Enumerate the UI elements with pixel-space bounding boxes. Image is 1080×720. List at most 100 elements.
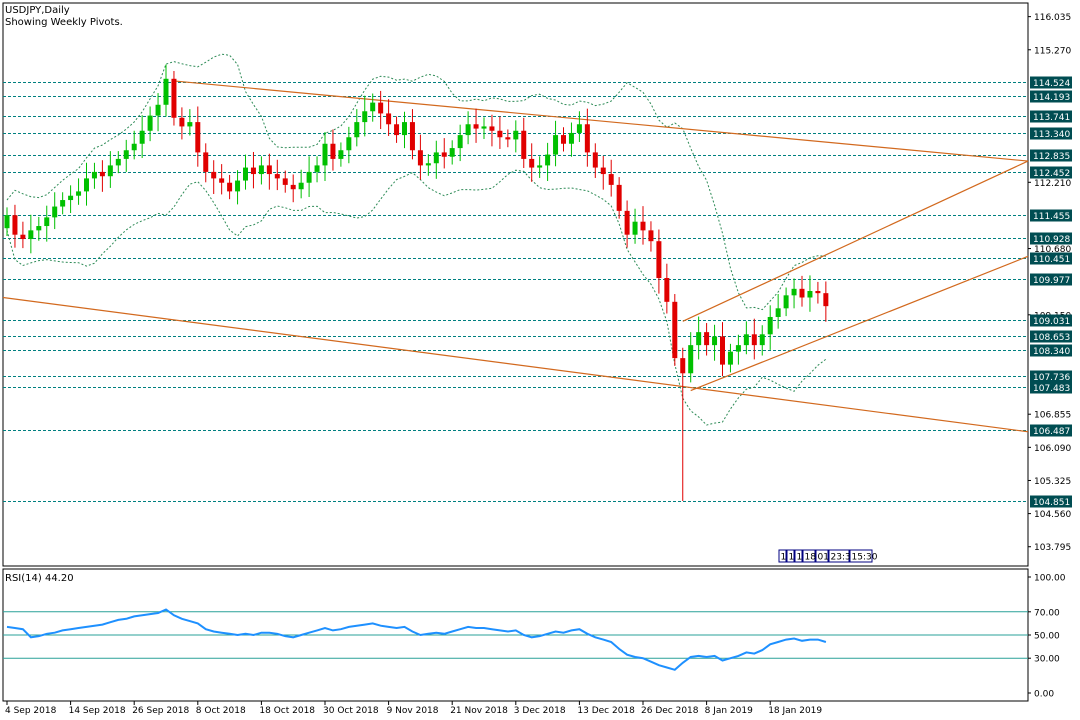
date-axis: 4 Sep 2018 14 Sep 2018 26 Sep 2018 8 Oct 20… [5,701,822,716]
pivot-label: 110.451 [1033,255,1070,265]
pivot-label: 110.928 [1033,235,1070,245]
candle-body [187,122,193,127]
candle-body [481,126,487,129]
rsi-line [3,608,1028,671]
candle-body [12,215,18,235]
chart-title: USDJPY,Daily [5,5,70,16]
candle-body [235,180,241,192]
candle-body [211,171,217,179]
candle-body [529,158,535,168]
candle-body [115,158,121,166]
rsi-series-line [6,608,827,671]
price-tick-label: 110.680 [1034,245,1071,255]
price-tick-label: 104.560 [1034,510,1071,520]
date-tick-label: 14 Sep 2018 [69,706,126,716]
pivot-label-bg [1030,273,1072,286]
pivot-lines [3,82,1028,502]
main-frame-border [2,2,1029,567]
timebox-cell [778,549,787,563]
candle-body [553,135,559,155]
price-tick-label: 106.855 [1034,411,1071,421]
candle-body [640,221,646,231]
candle-body [576,124,582,133]
candle-body [44,217,50,227]
candle-body [91,171,97,179]
candle-body [409,122,415,151]
timebox-cell [849,549,873,563]
timebox-cell [794,549,803,563]
date-tick-label: 26 Dec 2018 [641,706,699,716]
price-tick-label: 105.325 [1034,477,1071,487]
candle-body [147,115,153,131]
pivot-label: 109.031 [1033,317,1070,327]
candle-body [489,126,495,131]
lower-band [6,169,827,426]
pivot-label-bg [1030,252,1072,265]
candle-body [298,182,304,190]
candle-body [751,334,757,346]
rsi-tick-label: 50.00 [1034,632,1060,642]
candle-body [139,130,145,144]
rsi-label: RSI(14) 44.20 [5,573,74,584]
pivot-label-bg [1030,381,1072,394]
candle-body [60,200,66,207]
candle-body [513,130,519,140]
pivot-label: 107.736 [1033,373,1070,383]
candle-body [727,351,733,365]
candle-body [123,150,129,159]
rsi-tick-label: 100.00 [1034,574,1066,584]
pivot-label-bg [1030,166,1072,179]
date-tick-label: 9 Nov 2018 [387,706,439,716]
candle-body [799,288,805,298]
candle-body [704,332,710,346]
candlesticks [4,64,829,501]
candle-body [68,195,74,201]
pivot-labels: 114.524 114.193 113.741 113.340 112.835 112.4… [1030,76,1072,508]
candle-body [696,332,702,346]
candle-body [219,178,225,183]
timebox-cell [828,549,850,563]
trendline [690,255,1029,392]
date-tick-label: 30 Oct 2018 [323,706,379,716]
candle-body [449,148,455,157]
candle-body [648,230,654,242]
candle-body [250,167,256,175]
pivot-label: 107.483 [1033,384,1070,394]
candle-body [465,124,471,136]
candle-body [99,171,105,177]
candle-body [568,132,574,144]
candle-body [258,165,264,175]
candle-body [807,290,813,298]
pivot-label-bg [1030,344,1072,357]
candle-body [155,104,161,116]
pivot-label: 114.193 [1033,93,1070,103]
pivot-label-bg [1030,110,1072,123]
candle-body [608,174,614,185]
rsi-tick-label: 70.00 [1034,608,1060,618]
candle-body [131,143,137,151]
pivot-label: 106.487 [1033,427,1070,437]
date-tick-label: 4 Sep 2018 [5,706,57,716]
candle-body [672,301,678,359]
candle-body [266,165,272,175]
candle-body [743,334,749,346]
price-tick-label: 115.270 [1034,46,1071,56]
rsi-tick-label: 0.00 [1034,690,1054,700]
candle-body [107,165,113,177]
candle-body [759,334,765,346]
candle-body [330,143,336,159]
trendline [173,80,1029,162]
candle-body [314,165,320,172]
candle-body [584,124,590,153]
candle-body [52,206,58,218]
candle-body [322,143,328,166]
candle-body [521,130,527,159]
pivot-label: 111.455 [1033,212,1070,222]
price-tick-label: 103.795 [1034,543,1071,553]
candle-body [306,171,312,183]
date-tick-label: 21 Nov 2018 [450,706,508,716]
candle-body [823,293,829,307]
candle-body [378,102,384,114]
